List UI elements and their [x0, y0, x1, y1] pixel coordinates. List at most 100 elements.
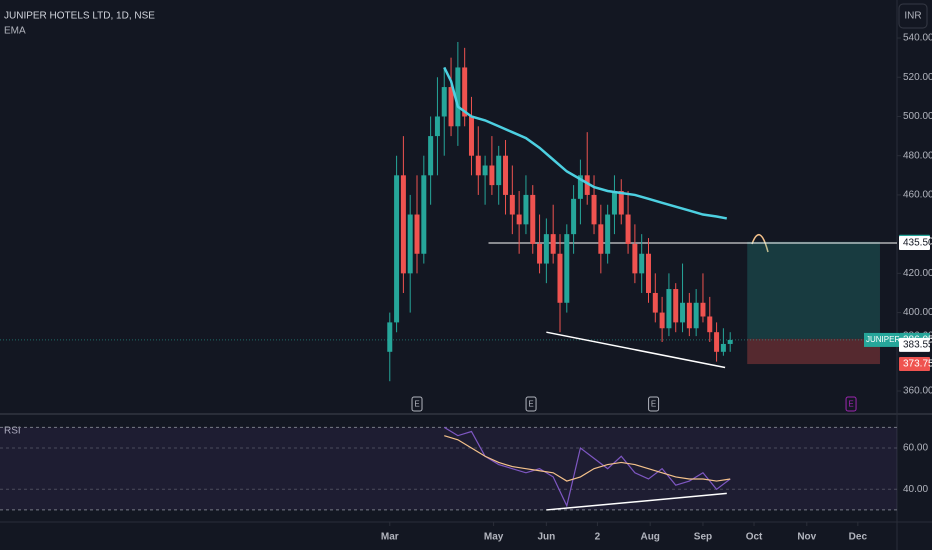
y-tick-label: 420.00: [903, 268, 932, 279]
candle-body: [407, 214, 413, 274]
earnings-label: E: [414, 400, 419, 409]
y-tick-label: 400.00: [903, 307, 932, 318]
rsi-line: [443, 426, 731, 508]
candle-body: [468, 116, 474, 156]
earnings-marker: [525, 396, 537, 412]
earnings-label: E: [651, 400, 656, 409]
candle-body: [666, 289, 672, 329]
candle-body: [523, 194, 529, 225]
ema-line: [443, 66, 728, 220]
candle-body: [530, 194, 536, 244]
candle-body: [503, 155, 509, 195]
candle-body: [394, 175, 400, 323]
candle-body: [414, 214, 420, 254]
candle-body: [475, 155, 481, 176]
candle-body: [543, 234, 549, 264]
earnings-label: E: [528, 400, 533, 409]
earnings-label: E: [848, 400, 853, 409]
earnings-marker: [845, 396, 857, 412]
x-tick-label: Dec: [849, 532, 868, 543]
candle-body: [462, 67, 468, 117]
candle-body: [400, 175, 406, 274]
candle-body: [441, 87, 447, 117]
level-label-bg: [899, 235, 930, 250]
candle-body: [611, 190, 617, 215]
rsi-ma-line: [444, 435, 731, 482]
candle-body: [714, 332, 720, 352]
loss-zone: [747, 338, 880, 365]
candle-body: [537, 243, 543, 264]
rsi-band: [0, 427, 897, 510]
x-tick-label: Oct: [746, 532, 763, 543]
crosshair-label: 383.55: [903, 339, 932, 350]
level-label: 435.50: [903, 238, 932, 249]
candle-body: [707, 316, 713, 333]
rsi-title: RSI: [4, 426, 21, 437]
stop-label: 373.75: [903, 359, 932, 370]
candle-body: [645, 253, 651, 293]
x-tick-label: Aug: [640, 532, 659, 543]
candle-body: [455, 67, 461, 127]
candle-body: [700, 302, 706, 317]
candle-body: [639, 253, 645, 274]
earnings-marker: [648, 396, 660, 412]
candle-body: [509, 194, 515, 215]
arrow-annotation: [751, 234, 769, 253]
rsi-tick-label: 40.00: [903, 484, 928, 495]
x-tick-label: Nov: [797, 532, 816, 543]
indicator-label: EMA: [4, 26, 26, 37]
candle-body: [680, 302, 686, 323]
candle-body: [605, 214, 611, 254]
y-tick-label: 520.00: [903, 72, 932, 83]
candle-body: [448, 87, 454, 127]
candle-body: [720, 343, 726, 352]
x-tick-label: Mar: [381, 532, 399, 543]
candle-body: [421, 175, 427, 254]
candle-body: [516, 214, 522, 225]
last-name-bg: [864, 332, 899, 347]
y-tick-label: 360.00: [903, 386, 932, 397]
rsi-trendline: [546, 492, 727, 511]
y-tick-label: 460.00: [903, 190, 932, 201]
candle-body: [428, 136, 434, 176]
stop-label-bg: [899, 357, 930, 372]
candle-body: [625, 214, 631, 244]
candle-body: [673, 289, 679, 323]
candle-body: [632, 243, 638, 274]
candle-body: [482, 165, 488, 176]
candle-body: [727, 339, 733, 344]
crosshair-label-bg: [899, 337, 930, 352]
currency-button[interactable]: [898, 3, 928, 29]
rsi-tick-label: 60.00: [903, 443, 928, 454]
candle-body: [659, 312, 665, 329]
candle-body: [598, 224, 604, 254]
candle-body: [591, 194, 597, 225]
chart-title: JUNIPER HOTELS LTD, 1D, NSE: [4, 11, 155, 22]
y-tick-label: 540.00: [903, 33, 932, 44]
candle-body: [387, 322, 393, 352]
candle-body: [489, 165, 495, 186]
candle-body: [577, 175, 583, 199]
currency-label[interactable]: INR: [904, 11, 921, 22]
trendline: [546, 331, 726, 369]
candle-body: [557, 253, 563, 303]
candle-body: [618, 190, 624, 215]
candle-body: [434, 116, 440, 137]
candle-body: [652, 292, 658, 313]
candle-body: [686, 302, 692, 329]
x-tick-label: 2: [595, 532, 601, 543]
profit-zone: [747, 241, 880, 339]
candle-body: [496, 155, 502, 186]
x-tick-label: May: [484, 532, 504, 543]
y-tick-label: 480.00: [903, 150, 932, 161]
candle-body: [564, 234, 570, 303]
y-tick-label: 500.00: [903, 111, 932, 122]
candle-body: [550, 234, 556, 254]
candle-body: [693, 302, 699, 329]
earnings-marker: [411, 396, 423, 412]
x-tick-label: Sep: [694, 532, 712, 543]
x-tick-label: Jun: [537, 532, 555, 543]
last-name: JUNIPER: [866, 335, 900, 344]
candle-body: [571, 198, 577, 235]
